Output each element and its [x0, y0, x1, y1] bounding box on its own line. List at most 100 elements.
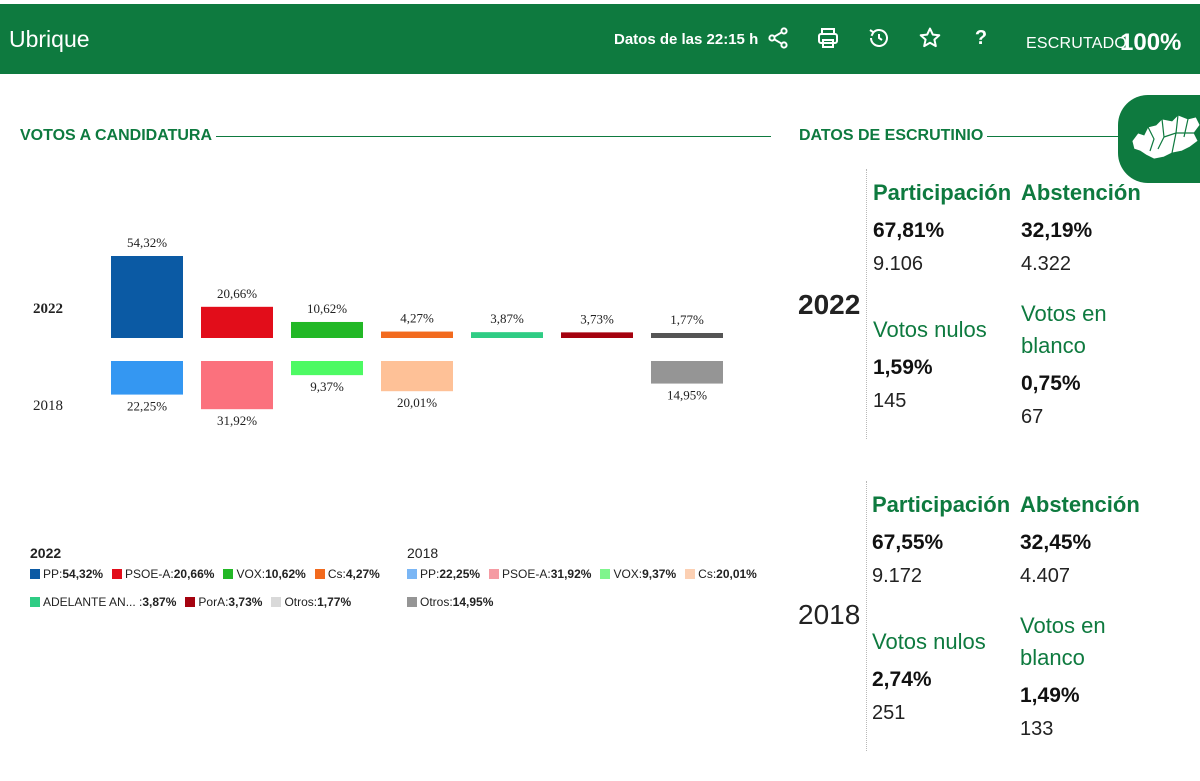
legend-party-value: 3,73% — [228, 595, 263, 609]
legend-item[interactable]: Cs: 4,27% — [314, 567, 380, 581]
legend-party-value: 4,27% — [345, 567, 380, 581]
scrutiny-block-2022: 2022 Participación 67,81% 9.106 Abstenci… — [790, 167, 1200, 442]
legend-party-value: 1,77% — [317, 595, 352, 609]
legend-party-name: Cs: — [698, 567, 717, 581]
series-2022: 54,32% 20,66% 10,62% 4,27% 3,87% 3,73% 1,77% — [111, 235, 723, 338]
abstention-stat: Abstención 32,19% 4.322 — [1021, 177, 1141, 276]
stat-percentage: 1,49% — [1020, 684, 1080, 707]
legend-item[interactable]: Otros: 1,77% — [271, 595, 351, 609]
legend-item[interactable]: PSOE-A: 20,66% — [112, 567, 214, 581]
legend-item[interactable]: VOX: 9,37% — [600, 567, 676, 581]
bar-2022-vox[interactable] — [291, 321, 363, 338]
participation-stat: Participación 67,55% 9.172 — [872, 489, 1010, 588]
legend-swatch — [407, 597, 417, 607]
legend-item[interactable]: PP: 54,32% — [30, 567, 103, 581]
stat-label: Participación — [873, 180, 1012, 205]
blank-votes-stat: Votos en blanco 1,49% 133 — [1020, 610, 1130, 741]
stat-count: 145 — [873, 390, 907, 412]
bar-label-2018: 31,92% — [217, 413, 257, 428]
bar-label-2018: 14,95% — [667, 388, 707, 403]
legend-2022: 2022 PP: 54,32% PSOE-A: 20,66% VOX: 10,62% Cs:… — [30, 545, 430, 623]
bar-label-2022: 3,87% — [490, 311, 524, 326]
stat-percentage: 67,81% — [873, 219, 945, 242]
data-timestamp: Datos de las 22:15 h — [614, 31, 759, 48]
scrutiny-value: 100% — [1120, 29, 1182, 56]
bar-2022-cs[interactable] — [381, 331, 453, 338]
divider — [216, 135, 771, 137]
stat-count: 4.322 — [1021, 253, 1072, 275]
legend-party-value: 9,37% — [642, 567, 677, 581]
legend-item[interactable]: ADELANTE AN... :3,87% — [30, 595, 176, 609]
stat-label: Votos en blanco — [1020, 613, 1106, 670]
legend-party-name: VOX: — [236, 567, 266, 581]
legend-party-name: ADELANTE AN... : — [43, 595, 143, 609]
stat-count: 67 — [1021, 406, 1044, 428]
legend-item[interactable]: PP: 22,25% — [407, 567, 480, 581]
scrutiny-section-title: DATOS DE ESCRUTINIO — [799, 127, 984, 144]
dotted-divider — [866, 481, 867, 751]
bar-2022-psoe-a[interactable] — [201, 306, 273, 338]
legend-party-name: PP: — [43, 567, 63, 581]
bar-label-2022: 54,32% — [127, 235, 167, 250]
map-badge[interactable] — [1118, 95, 1200, 183]
legend-2018: 2018 PP: 22,25% PSOE-A: 31,92% VOX: 9,37% Cs: 2… — [407, 545, 807, 623]
scrutiny-block-2018: 2018 Participación 67,55% 9.172 Abstenci… — [790, 479, 1200, 754]
legend-item[interactable]: Cs: 20,01% — [685, 567, 757, 581]
legend-item[interactable]: PSOE-A: 31,92% — [489, 567, 591, 581]
stat-percentage: 67,55% — [872, 531, 944, 554]
legend-party-value: 54,32% — [62, 567, 104, 581]
legend-party-name: Otros: — [420, 595, 453, 609]
abstention-stat: Abstención 32,45% 4.407 — [1020, 489, 1140, 588]
bar-2018-otros[interactable] — [651, 361, 723, 384]
legend-party-name: Otros: — [284, 595, 318, 609]
bar-2022-adelante-an[interactable] — [471, 332, 543, 338]
legend-swatch — [685, 569, 696, 579]
bar-2018-pp[interactable] — [111, 361, 183, 395]
legend-swatch — [30, 569, 40, 579]
legend-party-value: 31,92% — [550, 567, 592, 581]
divider — [987, 135, 1124, 137]
legend-item[interactable]: VOX: 10,62% — [223, 567, 306, 581]
votes-section-title: VOTOS A CANDIDATURA — [20, 127, 212, 144]
stat-percentage: 32,19% — [1021, 219, 1093, 242]
stat-count: 9.106 — [873, 253, 924, 275]
legend-item[interactable]: PorA: 3,73% — [185, 595, 262, 609]
print-icon[interactable] — [814, 24, 842, 52]
legend-item[interactable]: Otros: 14,95% — [407, 595, 493, 609]
chart-year-label-2022: 2022 — [33, 301, 63, 317]
bar-label-2022: 3,73% — [580, 311, 614, 326]
bar-2022-otros[interactable] — [651, 333, 723, 338]
stat-count: 133 — [1020, 718, 1054, 740]
header-bar: Ubrique Datos de las 22:15 h ? ESCRUTADO… — [0, 4, 1200, 74]
stat-percentage: 0,75% — [1021, 372, 1081, 395]
series-2018: 22,25% 31,92% 9,37% 20,01% 14,95% — [111, 361, 723, 428]
stat-count: 4.407 — [1020, 565, 1071, 587]
legend-party-value: 20,66% — [173, 567, 215, 581]
legend-swatch — [271, 597, 282, 607]
help-icon[interactable]: ? — [974, 26, 988, 49]
share-icon[interactable] — [764, 24, 792, 52]
bar-2018-psoe-a[interactable] — [201, 361, 273, 410]
bar-2018-vox[interactable] — [291, 361, 363, 376]
stat-label: Abstención — [1021, 180, 1141, 205]
bar-2018-cs[interactable] — [381, 361, 453, 392]
stat-percentage: 1,59% — [873, 356, 933, 379]
bar-label-2022: 10,62% — [307, 301, 347, 316]
stat-label: Votos nulos — [872, 629, 986, 654]
star-icon[interactable] — [916, 24, 944, 52]
legend-party-value: 14,95% — [452, 595, 494, 609]
bar-2022-pp[interactable] — [111, 256, 183, 338]
bar-label-2022: 4,27% — [400, 311, 434, 326]
legend-party-value: 20,01% — [716, 567, 757, 581]
legend-swatch — [223, 569, 234, 579]
municipality-title: Ubrique — [9, 26, 90, 52]
bar-label-2018: 22,25% — [127, 399, 167, 414]
scrutiny-year: 2018 — [798, 599, 861, 630]
bar-2022-pora[interactable] — [561, 332, 633, 338]
legend-swatch — [112, 569, 123, 579]
null-votes-stat: Votos nulos 1,59% 145 — [873, 314, 987, 413]
history-icon[interactable] — [865, 24, 893, 52]
andalucia-map-icon — [1131, 114, 1200, 160]
stat-label: Votos nulos — [873, 317, 987, 342]
stat-label: Votos en blanco — [1021, 301, 1107, 358]
